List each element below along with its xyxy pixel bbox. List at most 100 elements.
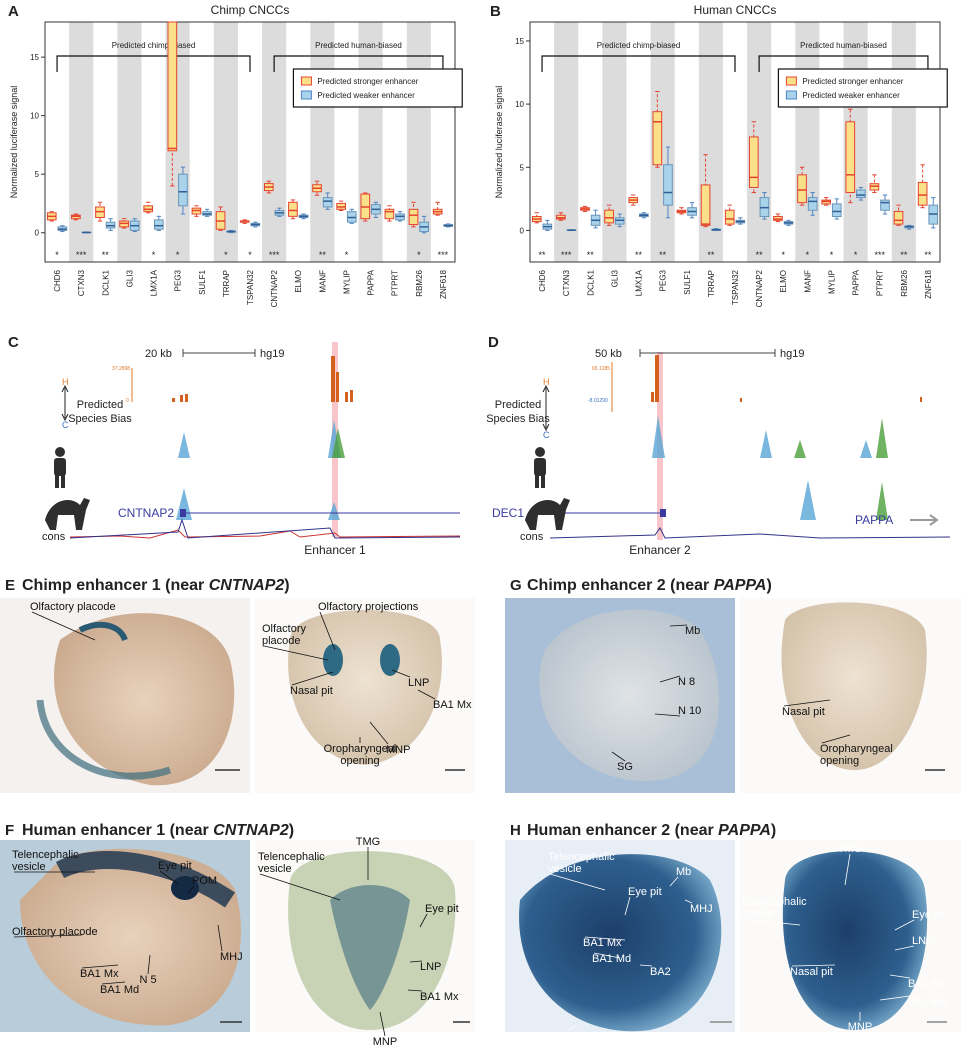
y-tick-label: 5: [520, 163, 525, 172]
leader-line: [593, 952, 621, 959]
panel-title: Chimp enhancer 1 (near CNTNAP2): [22, 577, 290, 594]
leader-line: [654, 713, 681, 717]
significance: **: [707, 250, 715, 260]
image-label: N 5: [139, 974, 156, 986]
bias-low: C: [543, 430, 550, 440]
image-label: LNP: [408, 677, 429, 689]
y-tick-label: 10: [30, 112, 39, 121]
x-tick-label: RBM26: [900, 269, 909, 296]
image-label: BA1 Md: [908, 996, 947, 1008]
leader-line: [291, 671, 334, 686]
x-tick-label: PTPRT: [876, 270, 885, 296]
legend-box: [292, 68, 463, 108]
track-min: -8.01290: [588, 398, 608, 404]
leader-line: [741, 918, 801, 926]
legend-swatch: [300, 90, 312, 100]
panel-label: B: [490, 3, 501, 20]
significance: *: [854, 250, 858, 260]
panel-label: A: [8, 3, 19, 20]
track-label: Species Bias: [486, 413, 550, 425]
image-label: N 8: [678, 676, 695, 688]
group-bracket: [541, 55, 736, 72]
leader-line: [101, 981, 126, 985]
stripe: [602, 22, 627, 262]
group-bracket: [56, 55, 251, 72]
x-tick-label: PEG3: [659, 269, 668, 291]
image-label: Eye pit: [628, 886, 662, 898]
cons-label: cons: [42, 531, 66, 543]
x-tick-label: CTXN3: [77, 269, 86, 296]
significance: **: [924, 250, 932, 260]
x-tick-label: RBM26: [415, 269, 424, 296]
image-label: opening: [340, 755, 379, 767]
image-label: MHJ: [690, 903, 713, 915]
box: [322, 197, 333, 208]
box: [917, 181, 928, 206]
leader-line: [684, 899, 693, 904]
image-label: TMG: [356, 836, 380, 848]
group-label: Predicted human-biased: [800, 41, 887, 50]
significance: **: [539, 250, 547, 260]
image-label: MNP: [848, 1021, 872, 1033]
x-tick-label: GLI3: [610, 269, 619, 287]
legend-label: Predicted weaker enhancer: [802, 91, 900, 100]
image-label: BA1 Mx: [908, 978, 947, 990]
box: [748, 136, 759, 188]
image-label: Telencephalic: [12, 849, 79, 861]
significance: **: [587, 250, 595, 260]
stripe: [698, 22, 723, 262]
bias-low: C: [62, 420, 69, 430]
title-part: ): [771, 822, 776, 839]
panel-label: H: [510, 822, 521, 839]
image-label: Telencephalic: [740, 896, 807, 908]
legend-label: Predicted weaker enhancer: [317, 91, 415, 100]
significance: *: [830, 250, 834, 260]
image-label: BA1 Mx: [420, 991, 459, 1003]
scale-bars: [215, 769, 947, 1023]
x-tick-label: MANF: [318, 270, 327, 293]
x-tick-label: LMX1A: [150, 269, 159, 296]
track-label: Predicted: [77, 399, 123, 411]
y-tick-label: 10: [515, 100, 524, 109]
box: [893, 210, 904, 225]
significance: **: [319, 250, 327, 260]
title-part: ): [766, 577, 771, 594]
y-tick-label: 5: [35, 170, 40, 179]
bias-high: H: [543, 377, 550, 387]
image-label: Mb: [676, 866, 691, 878]
leader-line: [894, 919, 915, 931]
image-label: Nasal pit: [790, 966, 833, 978]
image-label: BA1 Mx: [583, 937, 622, 949]
leader-line: [391, 669, 411, 678]
leader-line: [549, 873, 606, 891]
significance: *: [55, 250, 59, 260]
image-label: opening: [820, 755, 859, 767]
image-label: vesicle: [258, 863, 292, 875]
x-tick-label: PTPRT: [391, 270, 400, 296]
significance: *: [248, 250, 252, 260]
x-tick-label: PAPPA: [852, 269, 861, 295]
x-tick-label: MANF: [803, 270, 812, 293]
y-tick-label: 0: [520, 226, 525, 235]
significance: *: [417, 250, 421, 260]
x-tick-label: MYLIP: [342, 270, 351, 294]
title-part: CNTNAP2: [209, 577, 285, 594]
image-label: MHJ: [220, 951, 243, 963]
box: [604, 209, 614, 224]
stripe: [69, 22, 94, 262]
leader-line: [31, 611, 96, 641]
x-tick-label: LMX1A: [635, 269, 644, 296]
y-axis-label: Normalized luciferase signal: [9, 86, 19, 199]
genome-decor: [45, 342, 951, 540]
leader-line: [844, 853, 851, 886]
leader-line: [611, 751, 626, 762]
leader-line: [564, 1024, 576, 1035]
leader-line: [639, 964, 653, 967]
x-tick-label: TRRAP: [707, 270, 716, 297]
gene-label: CNTNAP2: [118, 506, 174, 520]
significance: *: [224, 250, 228, 260]
y-tick-label: 15: [30, 53, 39, 62]
panel-label: D: [488, 334, 499, 351]
box: [384, 208, 395, 220]
